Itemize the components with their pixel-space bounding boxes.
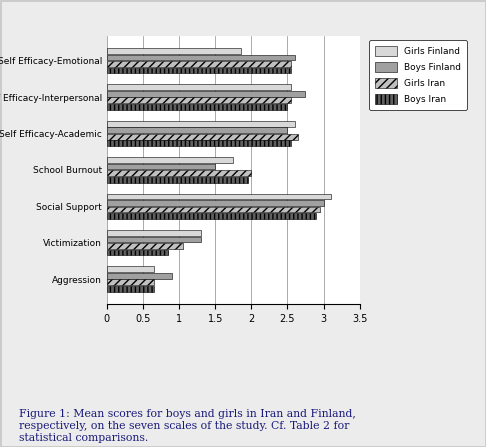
Bar — [107, 194, 331, 199]
Bar — [107, 157, 233, 163]
Bar — [107, 134, 298, 139]
Bar — [107, 207, 320, 212]
Bar — [107, 200, 324, 206]
Bar — [107, 140, 291, 146]
Bar — [107, 236, 201, 242]
Bar — [107, 127, 287, 133]
Bar — [107, 104, 287, 110]
Bar — [107, 164, 215, 169]
Bar — [107, 286, 154, 292]
Bar — [107, 84, 291, 90]
Bar — [107, 249, 168, 255]
Bar — [107, 243, 183, 249]
Bar — [107, 97, 291, 103]
Bar — [107, 55, 295, 60]
Bar — [107, 279, 154, 285]
Bar — [107, 266, 154, 272]
Bar — [107, 48, 241, 54]
Bar — [107, 273, 172, 278]
Bar — [107, 61, 291, 67]
Bar — [107, 177, 248, 182]
Bar — [107, 91, 306, 97]
Bar — [107, 67, 291, 73]
Bar — [107, 121, 295, 127]
Bar — [107, 213, 316, 219]
Bar — [107, 170, 251, 176]
Legend: Girls Finland, Boys Finland, Girls Iran, Boys Iran: Girls Finland, Boys Finland, Girls Iran,… — [369, 40, 467, 110]
Text: Figure 1: Mean scores for boys and girls in Iran and Finland,
respectively, on t: Figure 1: Mean scores for boys and girls… — [19, 409, 356, 443]
Bar — [107, 230, 201, 236]
